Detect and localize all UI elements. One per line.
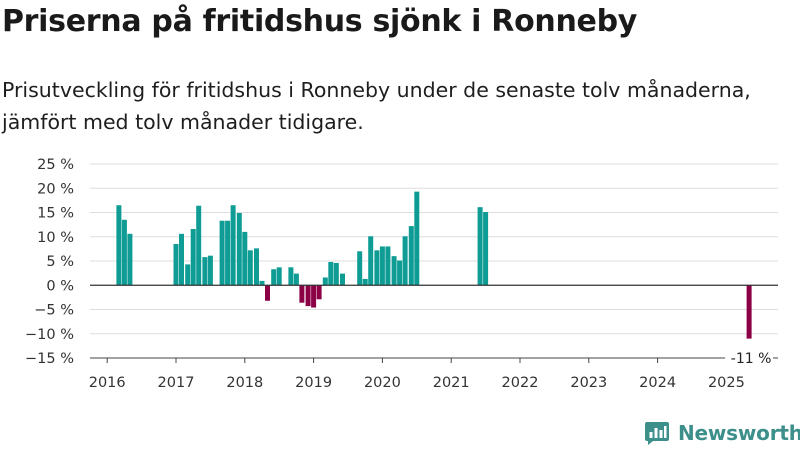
bar	[259, 280, 265, 286]
bar	[368, 236, 374, 286]
bar	[333, 262, 339, 286]
y-tick-label: −10 %	[25, 327, 74, 343]
bar	[357, 251, 363, 286]
x-tick-label: 2018	[226, 375, 263, 391]
bar	[379, 246, 385, 286]
bar	[173, 244, 179, 286]
bar	[299, 285, 305, 303]
bar	[288, 267, 294, 286]
bar	[402, 236, 408, 286]
x-tick-label: 2025	[708, 375, 745, 391]
y-tick-label: 20 %	[37, 181, 74, 197]
bar	[247, 250, 253, 286]
bar	[322, 277, 328, 286]
bar	[179, 233, 185, 286]
bar	[271, 269, 277, 286]
bar	[339, 273, 345, 286]
annotation-background	[725, 349, 774, 368]
bar	[219, 220, 225, 286]
y-tick-label: 5 %	[46, 254, 74, 270]
annotation-label: -11 %	[731, 351, 772, 367]
bar	[408, 226, 414, 286]
bar	[276, 267, 282, 286]
bar	[746, 285, 752, 339]
bar	[253, 248, 259, 286]
x-axis: 2016 2017 2018 2019 2020 2021 2022 2023 2024 2025	[89, 357, 778, 391]
y-tick-label: −5 %	[34, 303, 74, 319]
y-tick-label: 10 %	[37, 230, 74, 246]
bar	[397, 260, 403, 286]
x-tick-label: 2016	[89, 375, 126, 391]
bar	[207, 255, 213, 286]
bar	[316, 285, 322, 300]
bar	[293, 273, 299, 286]
bar	[202, 257, 208, 286]
bar	[414, 191, 420, 286]
bars	[116, 191, 752, 339]
y-tick-label: 15 %	[37, 206, 74, 222]
x-tick-label: 2017	[158, 375, 195, 391]
bar	[483, 212, 489, 286]
chart-title: Priserna på fritidshus sjönk i Ronneby	[2, 4, 638, 39]
bar	[265, 285, 271, 301]
y-tick-label: 0 %	[46, 278, 74, 294]
bar	[242, 231, 248, 286]
x-tick-label: 2023	[570, 375, 607, 391]
bar	[121, 219, 127, 286]
x-tick-label: 2021	[433, 375, 470, 391]
bar	[225, 220, 231, 286]
bar	[185, 264, 191, 286]
bar-chart: 25 % 20 % 15 % 10 % 5 % 0 % −5 % −10 % −15 % 201…	[25, 157, 778, 391]
bar	[391, 256, 397, 286]
bar	[116, 205, 122, 286]
x-tick-label: 2024	[639, 375, 676, 391]
x-tick-label: 2020	[364, 375, 401, 391]
bar	[236, 212, 242, 286]
y-tick-label: 25 %	[37, 157, 74, 173]
bar	[230, 205, 236, 286]
y-tick-label: −15 %	[25, 351, 74, 367]
y-tick-labels: 25 % 20 % 15 % 10 % 5 % 0 % −5 % −10 % −15 %	[25, 157, 74, 367]
bar	[477, 207, 483, 286]
bar	[362, 278, 368, 286]
bar	[385, 246, 391, 286]
bar	[127, 233, 133, 286]
bar	[374, 250, 380, 286]
x-tick-label: 2019	[295, 375, 332, 391]
chart-subtitle: Prisutveckling för fritidshus i Ronneby …	[2, 78, 751, 134]
x-tick-label: 2022	[502, 375, 539, 391]
brand-logo: Newsworthy	[644, 419, 800, 447]
bar	[328, 261, 334, 286]
annotation: -11 %	[725, 349, 774, 368]
bar	[305, 285, 311, 307]
bar	[311, 285, 317, 308]
bar	[196, 205, 202, 286]
brand-name: Newsworthy	[678, 421, 800, 445]
bar	[190, 228, 196, 286]
bar-chart-logo-icon	[645, 422, 669, 445]
